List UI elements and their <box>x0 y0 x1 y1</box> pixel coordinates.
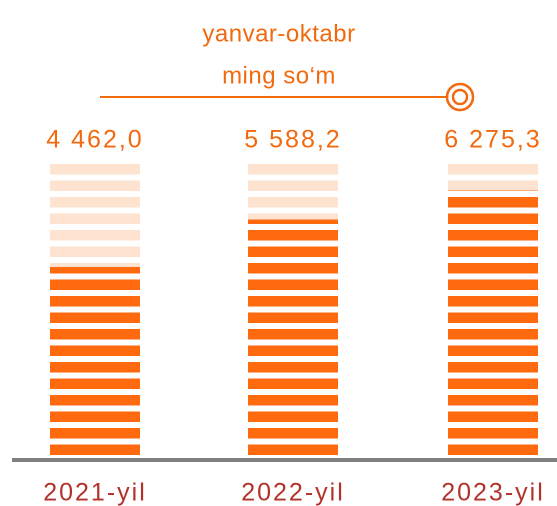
decor-ring <box>445 82 475 112</box>
x-tick-label: 2021-yil <box>43 479 147 506</box>
decor-ring <box>451 88 469 106</box>
value-label: 5 588,2 <box>244 126 341 154</box>
bar <box>50 266 140 455</box>
chart-subtitle: ming so‘m <box>222 62 336 89</box>
x-tick-label: 2022-yil <box>241 479 345 506</box>
value-label: 4 462,0 <box>46 126 143 154</box>
chart-title: yanvar-oktabr <box>202 20 355 47</box>
value-label: 6 275,3 <box>444 126 541 154</box>
bar <box>248 219 338 455</box>
bar <box>448 190 538 455</box>
x-tick-label: 2023-yil <box>441 479 545 506</box>
